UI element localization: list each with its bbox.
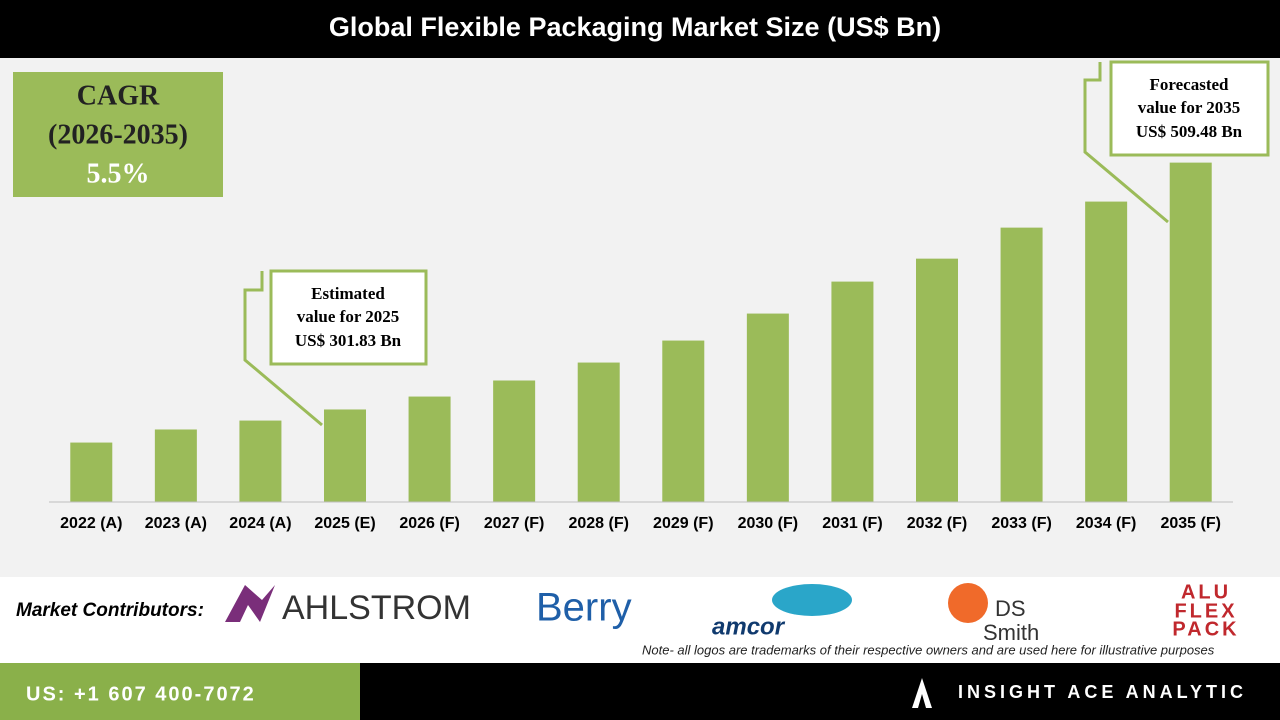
logo: FLEX [1174, 600, 1237, 622]
bar [1169, 162, 1212, 503]
x-tick-label: 2022 (A) [60, 515, 122, 532]
logo-icon [225, 585, 275, 622]
bar [408, 396, 451, 502]
brand-band [360, 663, 1280, 720]
bar [746, 313, 789, 502]
brand-icon [912, 678, 932, 708]
title-bar [0, 0, 1280, 58]
bar [70, 442, 113, 502]
x-tick-label: 2032 (F) [907, 515, 967, 532]
x-tick-label: 2035 (F) [1160, 515, 1220, 532]
bar [154, 429, 197, 502]
x-tick-label: 2023 (A) [145, 515, 207, 532]
annotation-text: US$ 301.83 Bn [295, 331, 402, 350]
logo: PACK [1172, 618, 1239, 640]
bar [239, 420, 282, 502]
note: Note- all logos are trademarks of their … [642, 642, 1215, 657]
phone: US: +1 607 400-7072 [26, 683, 256, 705]
cagr-text: 5.5% [87, 158, 150, 189]
bar [831, 281, 874, 502]
x-tick-label: 2030 (F) [738, 515, 798, 532]
callout-line [243, 271, 323, 427]
logo: DS [995, 596, 1026, 621]
phone-band [0, 663, 360, 720]
callout-box [269, 269, 428, 366]
x-tick-label: 2028 (F) [568, 515, 628, 532]
x-tick-label: 2025 (E) [314, 515, 375, 532]
chart-title: Global Flexible Packaging Market Size (U… [329, 12, 941, 42]
logo: amcor [712, 613, 786, 640]
annotation-text: Estimated [311, 284, 385, 303]
x-tick-label: 2034 (F) [1076, 515, 1136, 532]
x-tick-label: 2031 (F) [822, 515, 882, 532]
brand: INSIGHT ACE ANALYTIC [958, 682, 1247, 702]
annotation-text: value for 2025 [297, 307, 400, 326]
callouts [243, 60, 1270, 427]
contributors-label: Market Contributors: [16, 600, 204, 621]
x-tick-label: 2029 (F) [653, 515, 713, 532]
cagr-box [13, 72, 223, 197]
logo: AHLSTROM [282, 589, 471, 627]
annotation-text: Forecasted [1150, 75, 1230, 94]
logo-icon [948, 583, 988, 623]
bar [577, 362, 620, 502]
x-tick-label: 2024 (A) [229, 515, 291, 532]
cagr-text: CAGR [77, 80, 160, 111]
x-tick-label: 2027 (F) [484, 515, 544, 532]
annotation-text: US$ 509.48 Bn [1136, 122, 1243, 141]
bar [493, 380, 536, 502]
cagr-text: (2026-2035) [48, 119, 188, 150]
bar [662, 340, 705, 502]
callout-box [1109, 60, 1270, 157]
logo: ALU [1181, 581, 1231, 603]
bar [1000, 227, 1043, 502]
logo: Smith [983, 620, 1039, 645]
x-tick-label: 2026 (F) [399, 515, 459, 532]
callout-line [1083, 62, 1169, 224]
bar [1085, 201, 1128, 503]
bar [916, 258, 958, 502]
logo-icon [772, 584, 852, 616]
bar [324, 409, 366, 502]
x-tick-label: 2033 (F) [991, 515, 1051, 532]
contributors-band [0, 577, 1280, 663]
logo: Berry [536, 586, 632, 630]
annotation-text: value for 2035 [1138, 98, 1241, 117]
